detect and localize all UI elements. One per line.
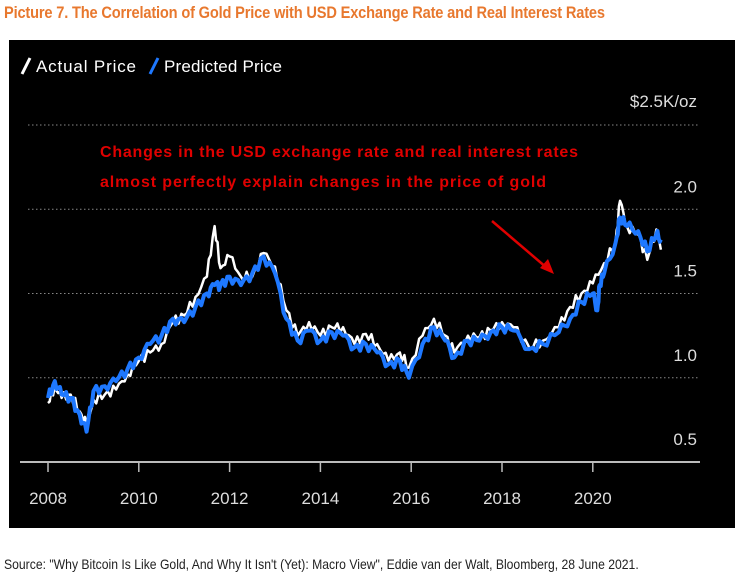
y-tick-label: 2.0 bbox=[673, 177, 697, 196]
predicted-price-line bbox=[46, 215, 663, 434]
x-tick-label: 2008 bbox=[29, 489, 67, 508]
legend-swatch-predicted bbox=[148, 57, 160, 75]
x-tick-label: 2018 bbox=[483, 489, 521, 508]
annotation-line-2: almost perfectly explain changes in the … bbox=[100, 174, 546, 191]
x-tick-label: 2014 bbox=[301, 489, 339, 508]
legend-swatch-actual bbox=[20, 57, 32, 75]
x-tick-label: 2012 bbox=[211, 489, 249, 508]
chart-frame bbox=[9, 40, 735, 528]
legend: Actual Price Predicted Price bbox=[20, 57, 282, 76]
x-tick-label: 2010 bbox=[120, 489, 158, 508]
legend-label-actual: Actual Price bbox=[36, 57, 136, 76]
x-tick-label: 2016 bbox=[392, 489, 430, 508]
y-tick-label: 0.5 bbox=[673, 430, 697, 449]
x-tick-label: 2020 bbox=[574, 489, 612, 508]
y-tick-label: 1.5 bbox=[673, 262, 697, 281]
y-tick-label: 1.0 bbox=[673, 346, 697, 365]
legend-label-predicted: Predicted Price bbox=[164, 57, 282, 76]
annotation-arrow bbox=[491, 220, 554, 274]
annotation-line-1: Changes in the USD exchange rate and rea… bbox=[100, 144, 578, 161]
actual-price-line bbox=[47, 199, 663, 427]
y-unit-label: $2.5K/oz bbox=[630, 92, 697, 111]
source-caption: Source: "Why Bitcoin Is Like Gold, And W… bbox=[4, 556, 639, 572]
figure-title: Picture 7. The Correlation of Gold Price… bbox=[4, 3, 605, 22]
